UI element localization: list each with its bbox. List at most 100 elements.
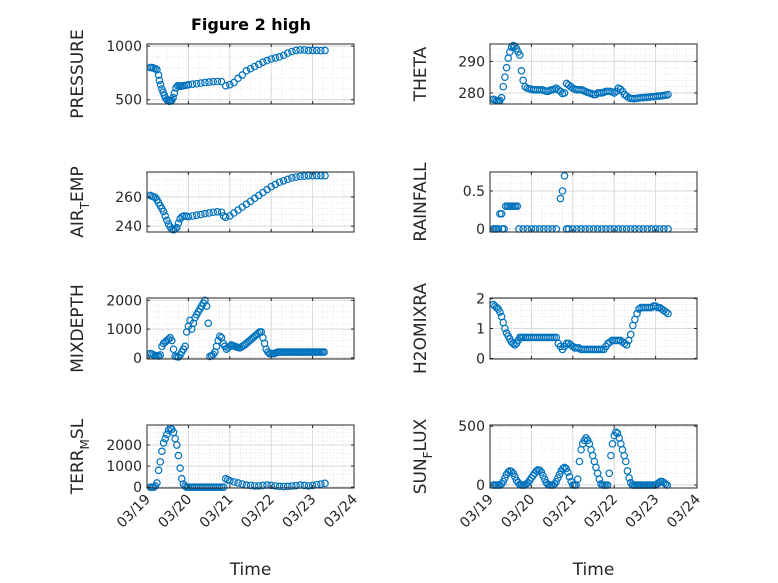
data-point bbox=[151, 193, 160, 202]
data-point bbox=[321, 46, 329, 55]
y-tick-label: 260 bbox=[115, 190, 142, 206]
data-point bbox=[622, 341, 631, 349]
grid bbox=[146, 172, 355, 233]
y-axis-label-main: PRESSURE bbox=[68, 29, 88, 118]
data-point bbox=[304, 46, 313, 55]
data-point bbox=[267, 182, 276, 191]
data-point bbox=[292, 481, 300, 490]
data-point bbox=[560, 89, 569, 97]
data-point bbox=[607, 451, 615, 460]
y-tick-label: 1000 bbox=[106, 39, 142, 55]
data-point bbox=[296, 46, 304, 54]
data-point bbox=[168, 336, 176, 345]
data-point bbox=[555, 470, 564, 479]
data-point bbox=[177, 474, 186, 483]
y-axis-label-subscript: M bbox=[78, 439, 92, 449]
data-series bbox=[489, 300, 672, 354]
data-point bbox=[625, 474, 633, 482]
y-tick-label: 500 bbox=[458, 419, 485, 435]
data-point bbox=[209, 208, 218, 217]
data-point bbox=[156, 351, 165, 359]
y-tick-label: 0.5 bbox=[463, 184, 485, 200]
data-point bbox=[651, 302, 660, 310]
data-point bbox=[192, 211, 201, 219]
data-point bbox=[164, 426, 173, 435]
y-axis-label: PRESSURE bbox=[68, 29, 88, 118]
data-point bbox=[559, 464, 567, 473]
data-point bbox=[254, 482, 263, 490]
data-point bbox=[662, 308, 670, 316]
y-axis-label: MIXDEPTH bbox=[68, 284, 88, 373]
y-axis-label: RAINFALL bbox=[411, 162, 431, 242]
axes-box bbox=[489, 424, 698, 489]
data-point bbox=[573, 475, 582, 483]
data-point bbox=[238, 71, 247, 79]
data-point bbox=[304, 482, 313, 490]
data-point bbox=[556, 87, 565, 96]
axes-box bbox=[146, 43, 355, 105]
data-point bbox=[154, 71, 163, 79]
y-axis-label-rest: EMP bbox=[68, 166, 88, 202]
data-point bbox=[556, 194, 565, 203]
y-axis-label: SUNFLUX bbox=[411, 418, 435, 494]
data-point bbox=[173, 223, 181, 232]
data-point bbox=[169, 345, 178, 354]
data-point bbox=[250, 482, 259, 490]
data-series bbox=[146, 46, 329, 106]
data-point bbox=[501, 324, 509, 333]
y-tick-label: 280 bbox=[458, 86, 485, 102]
data-series bbox=[146, 296, 328, 361]
data-point bbox=[562, 339, 571, 348]
data-point bbox=[161, 212, 170, 220]
data-point bbox=[151, 64, 160, 73]
data-point bbox=[216, 332, 224, 341]
data-point bbox=[221, 81, 230, 90]
data-point bbox=[242, 66, 251, 75]
data-point bbox=[562, 464, 570, 473]
data-point bbox=[163, 430, 171, 439]
data-point bbox=[188, 80, 197, 88]
data-point bbox=[626, 330, 635, 339]
data-point bbox=[250, 62, 259, 71]
data-point bbox=[271, 180, 280, 189]
grid bbox=[489, 172, 698, 232]
data-point bbox=[497, 93, 506, 102]
data-point bbox=[169, 93, 177, 102]
y-tick-label: 2000 bbox=[106, 293, 142, 309]
data-point bbox=[308, 46, 317, 55]
data-point bbox=[238, 480, 247, 488]
data-point bbox=[501, 73, 509, 81]
data-point bbox=[501, 474, 509, 482]
data-point bbox=[205, 78, 213, 86]
grid bbox=[489, 298, 698, 359]
y-axis-label: TERRMSL bbox=[68, 418, 92, 495]
axes-box bbox=[146, 297, 355, 360]
data-point bbox=[540, 475, 549, 483]
data-point bbox=[509, 469, 517, 478]
y-axis-label-main: RAINFALL bbox=[411, 162, 431, 242]
data-point bbox=[254, 60, 263, 69]
data-series bbox=[489, 428, 671, 489]
data-point bbox=[197, 210, 205, 219]
data-point bbox=[317, 480, 325, 488]
y-tick-label: 0 bbox=[476, 222, 485, 238]
data-point bbox=[614, 336, 623, 345]
data-point bbox=[548, 333, 556, 342]
data-point bbox=[173, 441, 181, 449]
y-axis-label-rest: LUX bbox=[411, 418, 431, 451]
data-point bbox=[560, 172, 569, 180]
y-axis-label-main: H2OMIXRA bbox=[411, 283, 431, 374]
data-point bbox=[554, 85, 563, 94]
data-point bbox=[612, 428, 620, 436]
y-axis-label: H2OMIXRA bbox=[411, 283, 431, 374]
data-point bbox=[513, 202, 522, 210]
data-point bbox=[204, 319, 213, 328]
data-point bbox=[321, 479, 329, 488]
x-axis-label: Time bbox=[572, 560, 615, 580]
data-point bbox=[217, 208, 226, 217]
axes-box bbox=[146, 171, 355, 233]
data-point bbox=[202, 302, 211, 310]
data-point bbox=[161, 434, 170, 443]
x-axis-label: Time bbox=[229, 560, 272, 580]
data-point bbox=[176, 464, 184, 472]
